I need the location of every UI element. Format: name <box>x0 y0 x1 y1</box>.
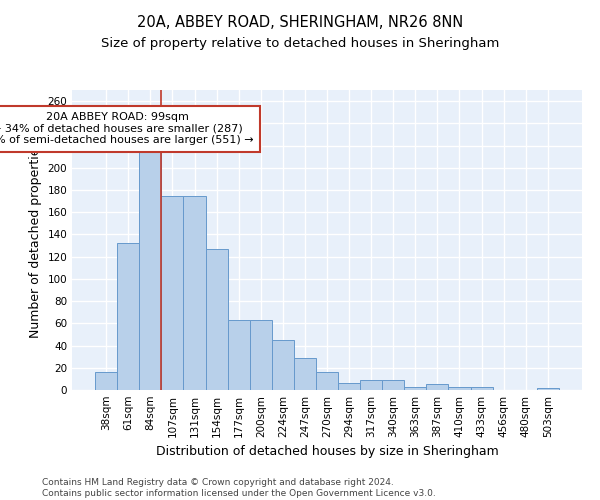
Bar <box>139 152 161 390</box>
Bar <box>206 249 227 390</box>
Bar <box>161 196 184 390</box>
Bar <box>427 384 448 390</box>
Bar <box>95 372 117 390</box>
Bar <box>537 388 559 390</box>
Text: Size of property relative to detached houses in Sheringham: Size of property relative to detached ho… <box>101 38 499 51</box>
Bar <box>227 320 250 390</box>
Bar <box>316 372 338 390</box>
Bar <box>294 358 316 390</box>
Y-axis label: Number of detached properties: Number of detached properties <box>29 142 42 338</box>
Bar <box>360 380 382 390</box>
Text: 20A, ABBEY ROAD, SHERINGHAM, NR26 8NN: 20A, ABBEY ROAD, SHERINGHAM, NR26 8NN <box>137 15 463 30</box>
Bar <box>382 380 404 390</box>
Bar <box>250 320 272 390</box>
Bar <box>272 340 294 390</box>
Bar <box>448 386 470 390</box>
Bar <box>184 196 206 390</box>
Text: Contains HM Land Registry data © Crown copyright and database right 2024.
Contai: Contains HM Land Registry data © Crown c… <box>42 478 436 498</box>
Bar <box>117 244 139 390</box>
Text: 20A ABBEY ROAD: 99sqm
← 34% of detached houses are smaller (287)
65% of semi-det: 20A ABBEY ROAD: 99sqm ← 34% of detached … <box>0 112 254 146</box>
X-axis label: Distribution of detached houses by size in Sheringham: Distribution of detached houses by size … <box>155 446 499 458</box>
Bar <box>404 386 427 390</box>
Bar <box>338 384 360 390</box>
Bar <box>470 386 493 390</box>
